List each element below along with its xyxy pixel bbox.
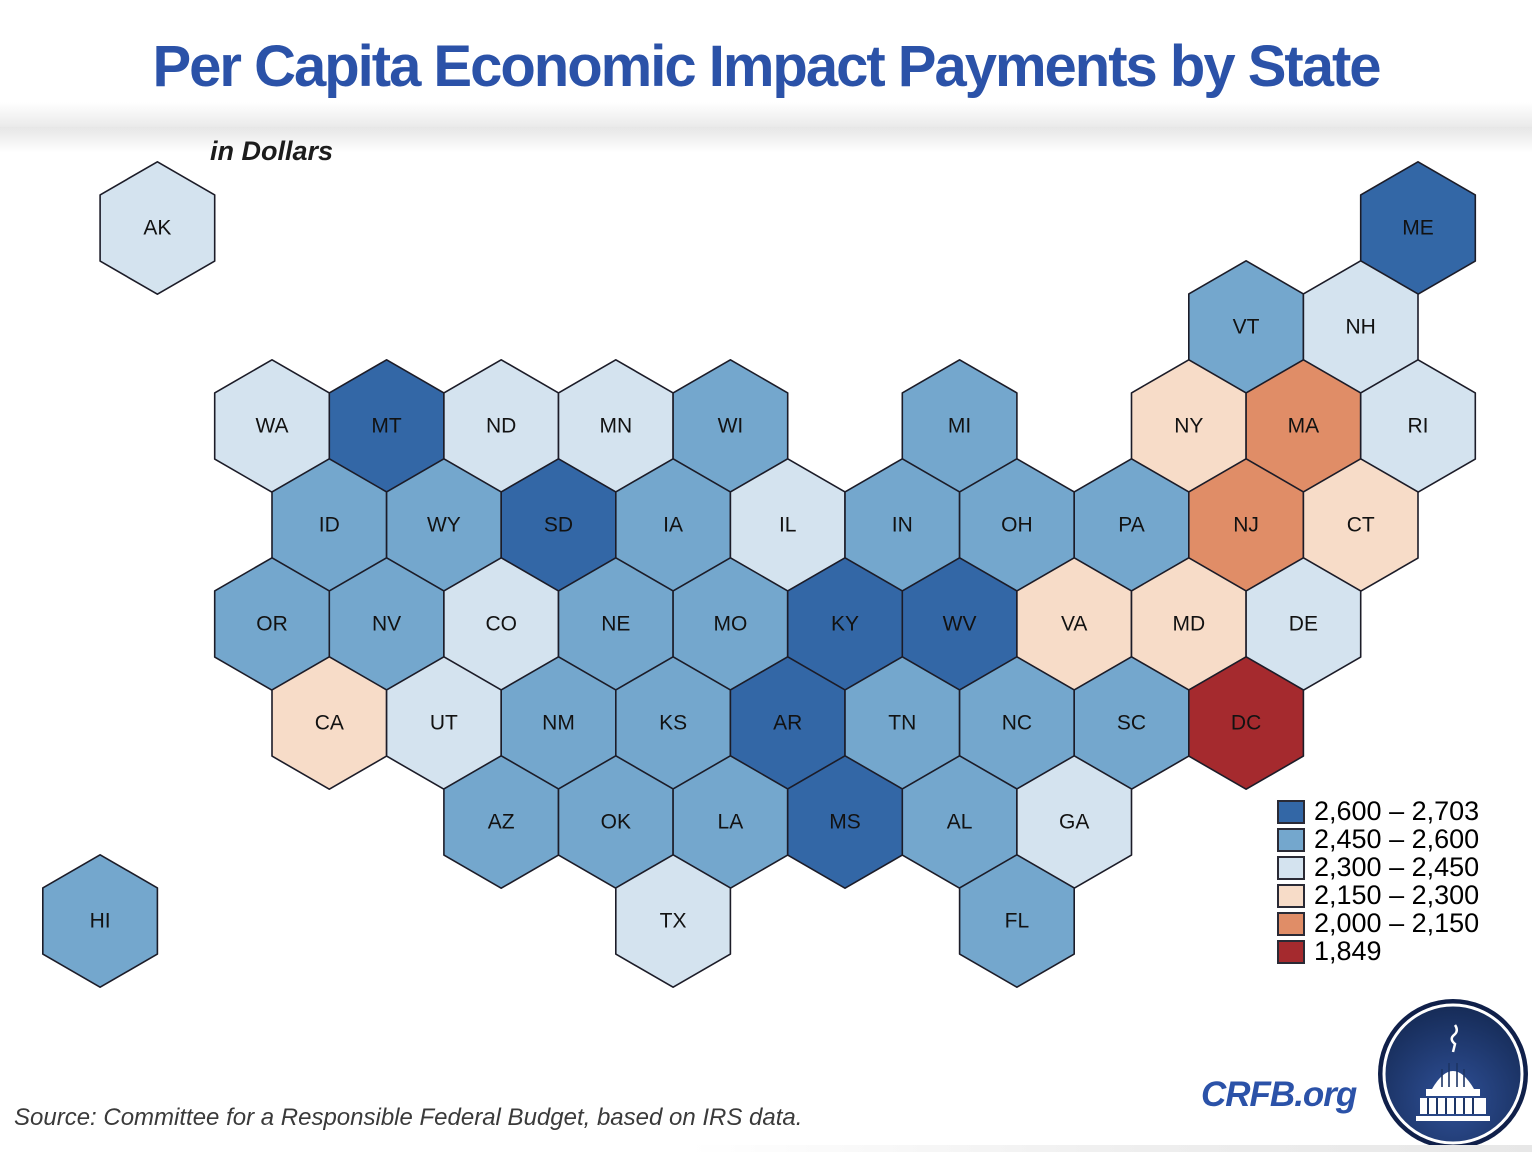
hex-label-SC: SC: [1117, 712, 1146, 735]
hex-label-SD: SD: [544, 514, 573, 537]
hex-label-NH: NH: [1346, 316, 1376, 339]
hex-label-RI: RI: [1408, 415, 1429, 438]
legend-swatch: [1277, 911, 1305, 936]
hex-label-AK: AK: [143, 217, 171, 240]
hex-label-MT: MT: [371, 415, 401, 438]
hex-label-MS: MS: [829, 811, 861, 834]
hex-label-WI: WI: [718, 415, 744, 438]
hex-label-GA: GA: [1059, 811, 1089, 834]
hex-label-CT: CT: [1347, 514, 1375, 537]
hex-TX: [614, 853, 732, 989]
hex-label-MI: MI: [948, 415, 971, 438]
legend-label: 2,300 – 2,450: [1314, 852, 1480, 882]
legend-label: 2,150 – 2,300: [1314, 880, 1480, 910]
hex-label-KY: KY: [831, 613, 859, 636]
hex-label-HI: HI: [90, 910, 111, 933]
legend-swatch: [1277, 827, 1305, 852]
legend-label: 1,849: [1314, 936, 1382, 966]
header-divider-bottom: [0, 127, 1532, 153]
hex-label-MN: MN: [599, 415, 632, 438]
legend-item: 2,600 – 2,703: [1277, 796, 1480, 826]
crfb-capitol-logo: [1378, 999, 1528, 1149]
hex-label-OR: OR: [256, 613, 288, 636]
hex-label-CO: CO: [485, 613, 517, 636]
legend-item: 2,300 – 2,450: [1277, 852, 1480, 882]
hex-label-VA: VA: [1061, 613, 1087, 636]
legend-label: 2,450 – 2,600: [1314, 824, 1480, 854]
hex-label-VT: VT: [1233, 316, 1260, 339]
legend: 2,600 – 2,703 2,450 – 2,600 2,300 – 2,450 2…: [1277, 796, 1480, 967]
hex-label-UT: UT: [430, 712, 458, 735]
legend-label: 2,600 – 2,703: [1314, 796, 1480, 826]
hex-label-ME: ME: [1402, 217, 1434, 240]
hex-FL: [958, 853, 1075, 989]
hex-label-MO: MO: [713, 613, 747, 636]
hex-label-ND: ND: [486, 415, 516, 438]
hex-label-DC: DC: [1231, 712, 1261, 735]
hex-label-PA: PA: [1118, 514, 1144, 537]
bottom-gradient: [0, 1145, 1532, 1152]
hex-label-NY: NY: [1174, 415, 1203, 438]
hex-label-TN: TN: [888, 712, 916, 735]
hex-label-AZ: AZ: [488, 811, 515, 834]
hex-label-KS: KS: [659, 712, 687, 735]
legend-item: 2,450 – 2,600: [1277, 824, 1480, 854]
hex-label-OH: OH: [1001, 514, 1033, 537]
hex-label-AL: AL: [947, 811, 973, 834]
hex-label-WA: WA: [255, 415, 288, 438]
hex-DC: [1188, 655, 1305, 791]
legend-item: 2,000 – 2,150: [1277, 908, 1480, 938]
legend-swatch: [1277, 855, 1305, 880]
hex-label-FL: FL: [1005, 910, 1030, 933]
legend-swatch: [1277, 939, 1305, 964]
hex-label-NM: NM: [542, 712, 575, 735]
hex-label-CA: CA: [315, 712, 344, 735]
source-note: Source: Committee for a Responsible Fede…: [14, 1104, 803, 1131]
hex-label-TX: TX: [660, 910, 687, 933]
hex-label-IN: IN: [892, 514, 913, 537]
crfb-org-label: CRFB.org: [1201, 1075, 1357, 1114]
hex-HI: [41, 853, 159, 989]
hex-label-DE: DE: [1289, 613, 1318, 636]
header-divider-top: [0, 102, 1532, 127]
hex-label-WV: WV: [943, 613, 977, 636]
hex-label-MD: MD: [1172, 613, 1205, 636]
hex-label-LA: LA: [718, 811, 744, 834]
hex-label-IA: IA: [663, 514, 683, 537]
hex-label-IL: IL: [779, 514, 797, 537]
hex-label-NC: NC: [1002, 712, 1032, 735]
legend-item: 2,150 – 2,300: [1277, 880, 1480, 910]
hex-label-ID: ID: [319, 514, 340, 537]
legend-item: 1,849: [1277, 936, 1479, 966]
legend-swatch: [1277, 799, 1305, 824]
hex-label-WY: WY: [427, 514, 461, 537]
hex-label-MA: MA: [1288, 415, 1320, 438]
legend-label: 2,000 – 2,150: [1314, 908, 1480, 938]
units-label: in Dollars: [210, 136, 334, 166]
hex-label-OK: OK: [601, 811, 631, 834]
hex-label-AR: AR: [773, 712, 802, 735]
hex-label-NJ: NJ: [1233, 514, 1259, 537]
page-title: Per Capita Economic Impact Payments by S…: [152, 34, 1381, 99]
hex-AK: [99, 161, 216, 296]
capitol-dome-icon: [1416, 1024, 1490, 1121]
hex-label-NE: NE: [601, 613, 630, 636]
legend-swatch: [1277, 883, 1305, 908]
hex-label-NV: NV: [372, 613, 401, 636]
